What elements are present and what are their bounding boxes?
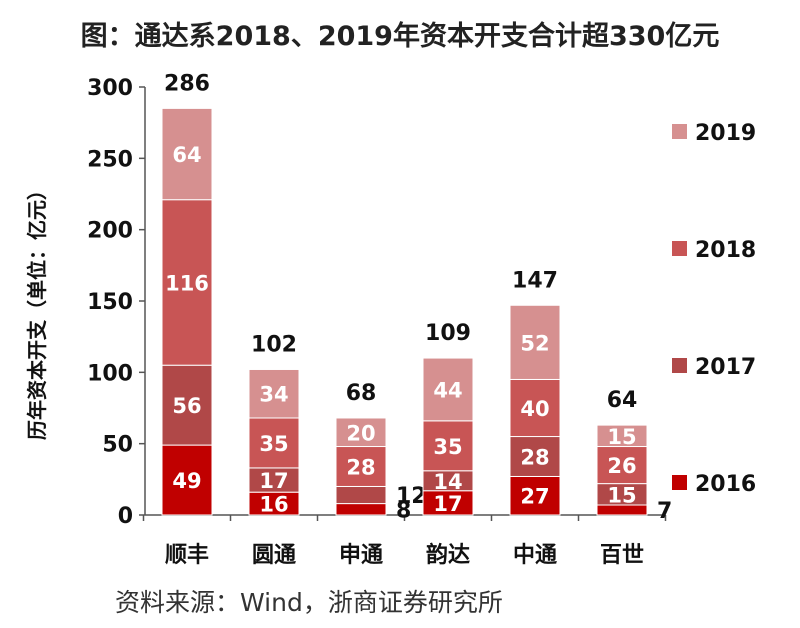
total-label: 64 bbox=[607, 388, 638, 413]
data-label: 14 bbox=[433, 470, 462, 494]
data-label-outside: 12 bbox=[396, 484, 427, 509]
data-label: 34 bbox=[259, 383, 288, 407]
legend-swatch-2018 bbox=[672, 241, 687, 256]
bar-segment-2019 bbox=[161, 107, 213, 201]
bar-segment-2017 bbox=[509, 436, 561, 477]
data-label: 56 bbox=[172, 394, 201, 418]
source-note: 资料来源：Wind，浙商证券研究所 bbox=[115, 588, 503, 617]
bar-segment-2018 bbox=[335, 446, 387, 487]
bars: 495611664286顺丰16173534102圆通812282068申通17… bbox=[161, 71, 672, 568]
bar-segment-2019 bbox=[248, 368, 300, 419]
y-tick-label: 0 bbox=[118, 504, 133, 529]
data-label: 116 bbox=[165, 271, 209, 295]
data-label: 16 bbox=[259, 493, 288, 517]
data-label: 49 bbox=[172, 469, 201, 493]
total-label: 102 bbox=[251, 332, 297, 357]
bar-segment-2016 bbox=[422, 490, 474, 516]
y-tick-label: 250 bbox=[87, 147, 133, 172]
data-label-outside: 7 bbox=[657, 499, 672, 524]
data-label: 17 bbox=[259, 469, 288, 493]
bar-segment-2017 bbox=[335, 485, 387, 505]
total-label: 109 bbox=[425, 321, 471, 346]
total-label: 68 bbox=[346, 381, 377, 406]
bar-segment-2019 bbox=[509, 304, 561, 380]
category-label: 中通 bbox=[513, 543, 557, 568]
legend-label: 2016 bbox=[695, 472, 756, 497]
category-label: 百世 bbox=[600, 543, 644, 568]
category-label: 圆通 bbox=[252, 543, 296, 568]
axes: 0 50 100 150 200 250 300 bbox=[87, 76, 667, 529]
bar-segment-2018 bbox=[161, 199, 213, 366]
legend-label: 2019 bbox=[695, 121, 756, 146]
y-tick-label: 150 bbox=[87, 290, 133, 315]
data-label: 44 bbox=[433, 378, 462, 402]
data-label: 28 bbox=[346, 455, 375, 479]
total-label: 286 bbox=[164, 71, 210, 96]
category-label: 韵达 bbox=[426, 542, 470, 568]
category-label: 顺丰 bbox=[165, 543, 209, 568]
legend: 2019 2018 2017 2016 bbox=[672, 121, 756, 497]
data-label: 15 bbox=[607, 425, 636, 449]
chart-title: 图：通达系2018、2019年资本开支合计超330亿元 bbox=[80, 21, 720, 52]
y-axis-title: 历年资本开支（单位：亿元） bbox=[25, 180, 49, 440]
legend-label: 2018 bbox=[695, 238, 756, 263]
y-tick-label: 300 bbox=[87, 76, 133, 101]
data-label: 26 bbox=[607, 454, 636, 478]
total-label: 147 bbox=[512, 268, 558, 293]
legend-swatch-2016 bbox=[672, 475, 687, 490]
category-label: 申通 bbox=[339, 543, 383, 568]
bar-segment-2016 bbox=[335, 503, 387, 516]
bar-segment-2018 bbox=[248, 417, 300, 469]
bar-segment-2019 bbox=[335, 417, 387, 448]
data-label: 35 bbox=[259, 432, 288, 456]
data-label: 40 bbox=[520, 397, 549, 421]
y-tick-label: 50 bbox=[102, 433, 133, 458]
bar-segment-2018 bbox=[596, 446, 648, 485]
y-tick-label: 100 bbox=[87, 361, 133, 386]
data-label: 28 bbox=[520, 446, 549, 470]
data-label: 17 bbox=[433, 492, 462, 516]
legend-label: 2017 bbox=[695, 355, 756, 380]
data-label: 52 bbox=[520, 331, 549, 355]
data-label: 27 bbox=[520, 485, 549, 509]
bar-segment-2017 bbox=[248, 467, 300, 493]
bar-segment-2016 bbox=[161, 444, 213, 516]
legend-swatch-2017 bbox=[672, 358, 687, 373]
data-label: 64 bbox=[172, 143, 201, 167]
legend-swatch-2019 bbox=[672, 124, 687, 139]
data-label-outside: 8 bbox=[396, 498, 411, 523]
data-label: 35 bbox=[433, 435, 462, 459]
data-label: 20 bbox=[346, 421, 375, 445]
bar-segment-2019 bbox=[422, 357, 474, 422]
y-tick-label: 200 bbox=[87, 219, 133, 244]
data-label: 15 bbox=[607, 483, 636, 507]
bar-segment-2019 bbox=[596, 424, 648, 448]
